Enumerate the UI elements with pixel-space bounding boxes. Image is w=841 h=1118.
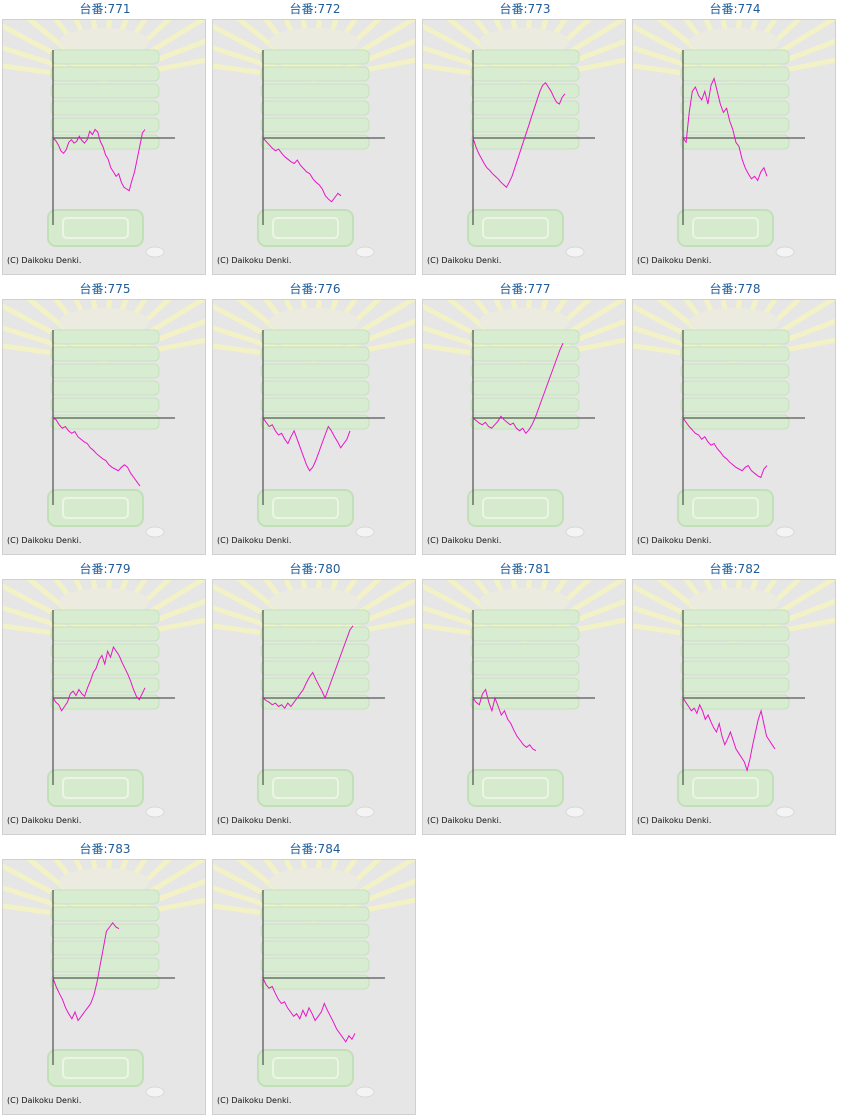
copyright-text: (C) Daikoku Denki.: [7, 816, 82, 825]
machine-illustration: [3, 580, 205, 818]
machine-chart-cell: 台番:775 (C) Daikoku Denki.: [0, 280, 210, 558]
slump-graph-panel: (C) Daikoku Denki.: [2, 579, 206, 835]
slump-graph: [3, 860, 205, 1098]
slump-line: [682, 76, 768, 182]
machine-illustration: [3, 20, 205, 258]
machine-number-link[interactable]: 台番:773: [499, 2, 551, 16]
machine-number-link[interactable]: 台番:781: [499, 562, 551, 576]
machine-illustration: [423, 20, 625, 258]
slump-graph-panel: (C) Daikoku Denki.: [212, 19, 416, 275]
slump-line: [52, 921, 120, 1022]
copyright-text: (C) Daikoku Denki.: [427, 816, 502, 825]
machine-number-link[interactable]: 台番:784: [289, 842, 341, 856]
slump-graph-panel: (C) Daikoku Denki.: [212, 579, 416, 835]
slump-line: [262, 625, 354, 710]
machine-chart-cell: 台番:778 (C) Daikoku Denki.: [630, 280, 840, 558]
machine-chart-cell: 台番:784 (C) Daikoku Denki.: [210, 840, 420, 1118]
copyright-text: (C) Daikoku Denki.: [217, 256, 292, 265]
machine-number-link[interactable]: 台番:772: [289, 2, 341, 16]
slump-graph-panel: (C) Daikoku Denki.: [212, 859, 416, 1115]
machine-illustration: [423, 580, 625, 818]
machine-chart-cell: 台番:771 (C) Daikoku Denki.: [0, 0, 210, 278]
slump-graph-panel: (C) Daikoku Denki.: [212, 299, 416, 555]
slump-graph-panel: (C) Daikoku Denki.: [422, 19, 626, 275]
machine-chart-cell: 台番:774 (C) Daikoku Denki.: [630, 0, 840, 278]
slump-graph: [423, 580, 625, 818]
slump-graph: [3, 20, 205, 258]
slump-graph: [423, 20, 625, 258]
slump-line: [682, 417, 768, 479]
machine-number-link[interactable]: 台番:776: [289, 282, 341, 296]
slump-line: [472, 82, 566, 189]
slump-line: [262, 977, 356, 1043]
slump-graph: [423, 300, 625, 538]
machine-number-link[interactable]: 台番:775: [79, 282, 131, 296]
machine-chart-cell: 台番:777 (C) Daikoku Denki.: [420, 280, 630, 558]
slump-graph: [633, 300, 835, 538]
machine-illustration: [213, 580, 415, 818]
machine-chart-cell: 台番:783 (C) Daikoku Denki.: [0, 840, 210, 1118]
slump-line: [262, 137, 342, 203]
copyright-text: (C) Daikoku Denki.: [7, 1096, 82, 1105]
slump-graph-panel: (C) Daikoku Denki.: [422, 299, 626, 555]
copyright-text: (C) Daikoku Denki.: [7, 536, 82, 545]
machine-number-link[interactable]: 台番:771: [79, 2, 131, 16]
machine-number-link[interactable]: 台番:780: [289, 562, 341, 576]
slump-line: [262, 417, 351, 472]
machine-number-link[interactable]: 台番:782: [709, 562, 761, 576]
copyright-text: (C) Daikoku Denki.: [637, 536, 712, 545]
copyright-text: (C) Daikoku Denki.: [427, 536, 502, 545]
copyright-text: (C) Daikoku Denki.: [7, 256, 82, 265]
machine-illustration: [3, 860, 205, 1098]
machine-chart-cell: 台番:772 (C) Daikoku Denki.: [210, 0, 420, 278]
machine-number-link[interactable]: 台番:777: [499, 282, 551, 296]
slump-graph: [213, 860, 415, 1098]
copyright-text: (C) Daikoku Denki.: [427, 256, 502, 265]
machine-illustration: [213, 20, 415, 258]
slump-graph-panel: (C) Daikoku Denki.: [422, 579, 626, 835]
copyright-text: (C) Daikoku Denki.: [217, 1096, 292, 1105]
machine-chart-cell: 台番:773 (C) Daikoku Denki.: [420, 0, 630, 278]
slump-graph: [213, 300, 415, 538]
slump-line: [472, 688, 537, 752]
slump-line: [52, 128, 146, 192]
slump-graph-panel: (C) Daikoku Denki.: [632, 579, 836, 835]
slump-line: [52, 417, 141, 487]
machine-chart-cell: 台番:779 (C) Daikoku Denki.: [0, 560, 210, 838]
machine-number-link[interactable]: 台番:783: [79, 842, 131, 856]
slump-line: [472, 342, 564, 435]
copyright-text: (C) Daikoku Denki.: [637, 816, 712, 825]
machine-chart-cell: 台番:782 (C) Daikoku Denki.: [630, 560, 840, 838]
machine-number-link[interactable]: 台番:774: [709, 2, 761, 16]
machine-illustration: [633, 20, 835, 258]
machine-illustration: [633, 580, 835, 818]
slump-graph: [213, 580, 415, 818]
slump-line: [682, 697, 776, 773]
slump-graph: [213, 20, 415, 258]
machine-number-link[interactable]: 台番:778: [709, 282, 761, 296]
copyright-text: (C) Daikoku Denki.: [217, 816, 292, 825]
copyright-text: (C) Daikoku Denki.: [637, 256, 712, 265]
machine-chart-cell: 台番:780 (C) Daikoku Denki.: [210, 560, 420, 838]
machine-chart-cell: 台番:776 (C) Daikoku Denki.: [210, 280, 420, 558]
copyright-text: (C) Daikoku Denki.: [217, 536, 292, 545]
slump-graph-panel: (C) Daikoku Denki.: [2, 19, 206, 275]
slump-graph: [3, 580, 205, 818]
machine-illustration: [633, 300, 835, 538]
slump-line: [52, 645, 146, 712]
slump-graph: [3, 300, 205, 538]
machine-illustration: [423, 300, 625, 538]
machine-chart-cell: 台番:781 (C) Daikoku Denki.: [420, 560, 630, 838]
slump-graph: [633, 580, 835, 818]
slump-graph-panel: (C) Daikoku Denki.: [2, 299, 206, 555]
slump-graph-panel: (C) Daikoku Denki.: [632, 299, 836, 555]
machine-number-link[interactable]: 台番:779: [79, 562, 131, 576]
slump-graph: [633, 20, 835, 258]
slump-graph-panel: (C) Daikoku Denki.: [2, 859, 206, 1115]
slump-graph-panel: (C) Daikoku Denki.: [632, 19, 836, 275]
